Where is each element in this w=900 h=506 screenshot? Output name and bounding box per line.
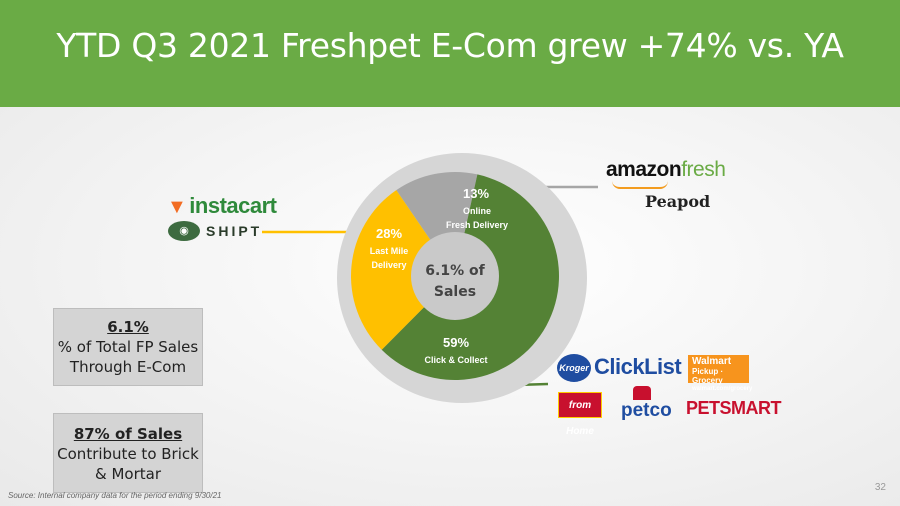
ecom-share-line1: % of Total FP Sales [57, 338, 199, 356]
walmart-wordmark: Walmart [692, 356, 732, 367]
petco-wordmark: petco [621, 400, 672, 421]
brick-mortar-line1: Contribute to Brick [57, 445, 199, 463]
ecom-share-box: 6.1% % of Total FP Sales Through E-Com [53, 308, 203, 386]
slice-online-label-1: Online [463, 206, 491, 216]
slice-online-pct: 13% [463, 186, 489, 201]
shipt-logo: ◉ SHIPT [168, 221, 262, 241]
slide-title: YTD Q3 2021 Freshpet E-Com grew +74% vs.… [56, 26, 844, 65]
slice-online-label-2: Fresh Delivery [446, 220, 508, 230]
instacart-logo: ▼ instacart [167, 193, 277, 219]
slice-last-mile-delivery [351, 190, 455, 350]
amazon-smile-icon [612, 181, 668, 189]
peapod-logo: Peapod [645, 192, 711, 211]
petco-logo: petco [621, 386, 672, 422]
clicklist-logo: ClickList [594, 354, 682, 379]
amazon-wordmark: amazon [606, 158, 682, 181]
fresh-wordmark: fresh [681, 158, 726, 181]
pet-silhouette-icon [633, 386, 651, 400]
brick-mortar-heading: 87% of Sales [73, 425, 183, 443]
ecom-share-heading: 6.1% [107, 318, 149, 336]
shipt-wordmark: SHIPT [206, 223, 263, 239]
instacart-wordmark: instacart [189, 193, 277, 218]
brick-mortar-line2: & Mortar [95, 465, 161, 483]
ecom-share-line2: Through E-Com [69, 358, 187, 376]
source-note: Source: Internal company data for the pe… [8, 491, 222, 500]
ufo-icon: ◉ [168, 221, 200, 241]
amazonfresh-logo: amazonfresh [606, 158, 726, 189]
slice-click-collect-label: Click & Collect [424, 355, 487, 365]
from-home-logo: from Home [558, 392, 602, 437]
walmart-url-text: walmart.com/grocery [692, 386, 753, 392]
walmart-pickup-text: Pickup · Grocery [692, 367, 724, 385]
slice-click-collect-pct: 59% [443, 335, 469, 350]
center-label-line2: Sales [434, 284, 476, 300]
brick-mortar-box: 87% of Sales Contribute to Brick & Morta… [53, 413, 203, 493]
header-bar [0, 0, 900, 107]
slice-last-mile-label-2: Delivery [371, 260, 406, 270]
center-label-line1: 6.1% of [425, 263, 485, 279]
kroger-logo: Kroger [557, 354, 591, 382]
page-number: 32 [874, 482, 886, 493]
slice-last-mile-label-1: Last Mile [370, 246, 409, 256]
slice-last-mile-pct: 28% [376, 226, 402, 241]
walmart-pickup-logo: Walmart Pickup · Grocery walmart.com/groce… [688, 355, 752, 392]
petsmart-logo: PETSMART [686, 398, 782, 418]
donut-hole [411, 232, 499, 320]
carrot-icon: ▼ [167, 196, 187, 218]
